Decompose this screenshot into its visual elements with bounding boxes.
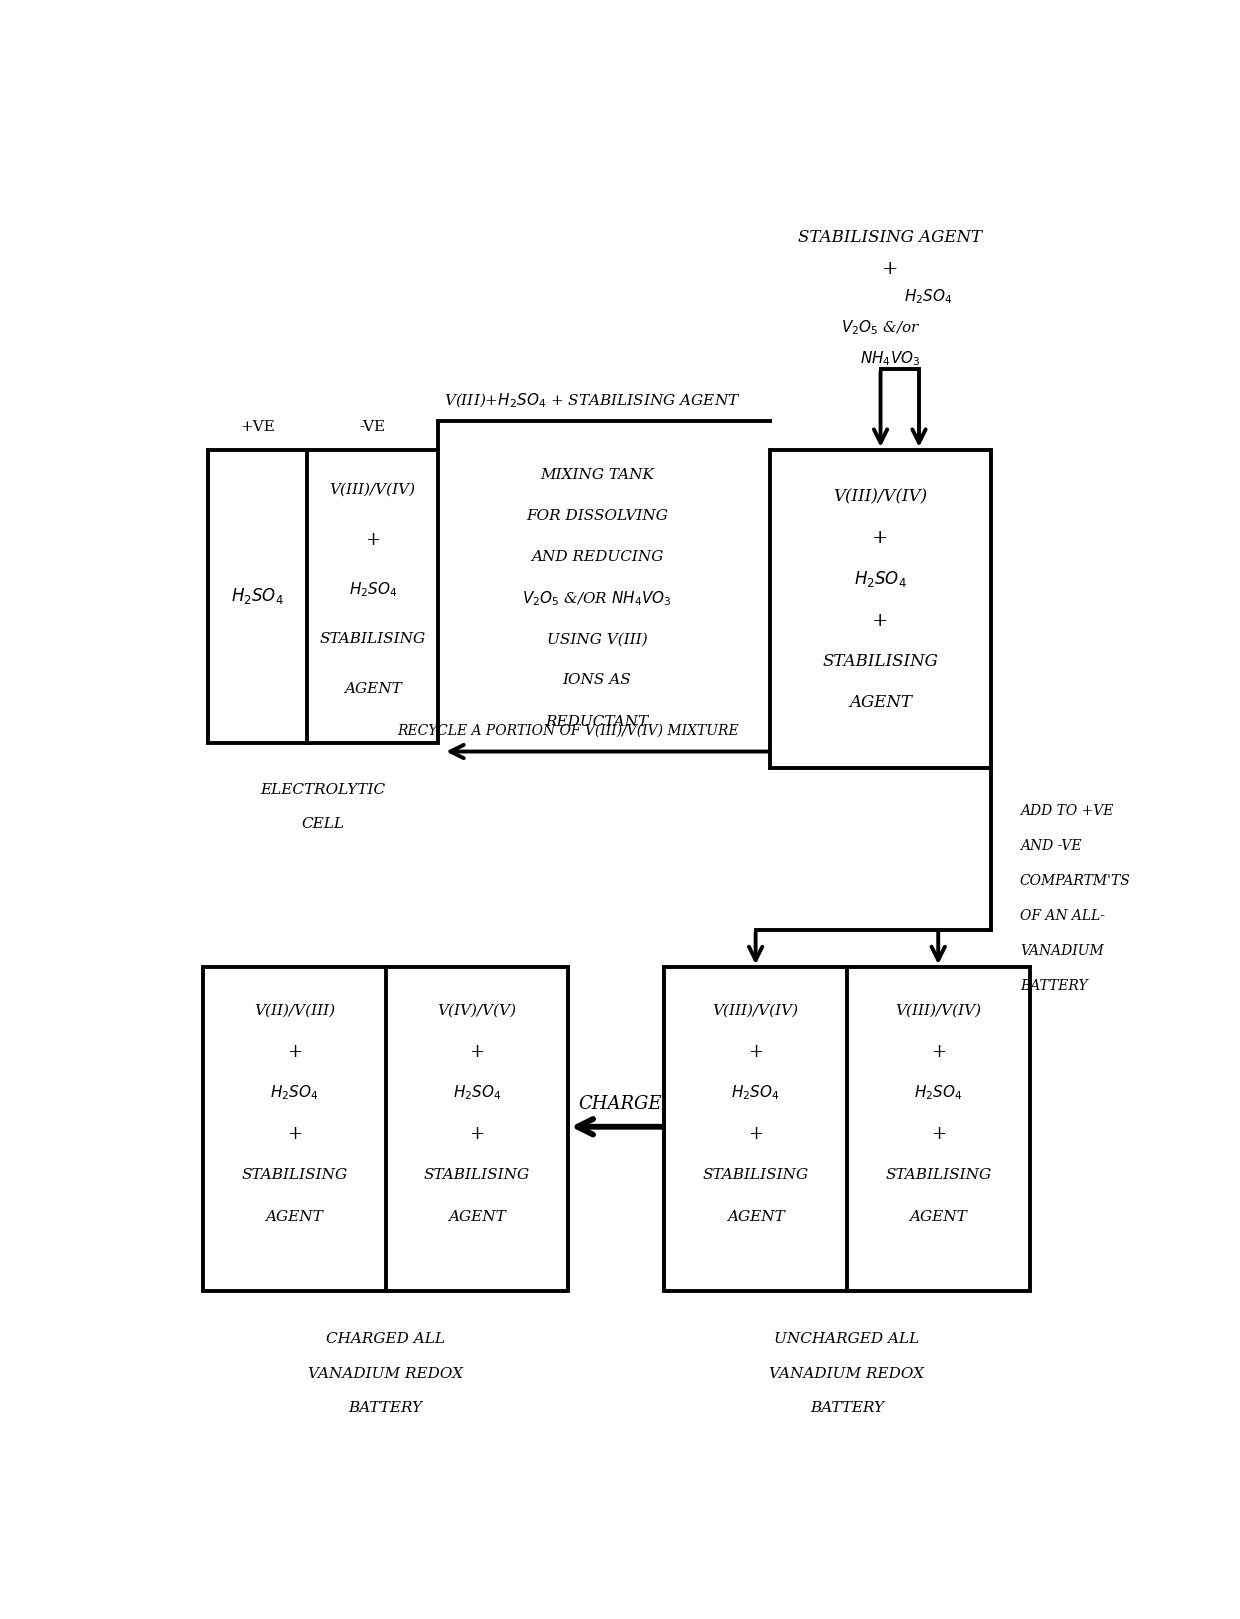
- Text: V(II)/V(III): V(II)/V(III): [254, 1004, 335, 1018]
- Text: V(III)/V(IV): V(III)/V(IV): [833, 489, 928, 505]
- Text: REDUCTANT: REDUCTANT: [546, 714, 649, 729]
- Text: AGENT: AGENT: [727, 1209, 785, 1224]
- Text: AGENT: AGENT: [849, 695, 913, 711]
- Text: VANADIUM REDOX: VANADIUM REDOX: [769, 1366, 924, 1381]
- Text: $H_2SO_4$: $H_2SO_4$: [231, 586, 284, 607]
- Text: +: +: [748, 1125, 763, 1143]
- Text: $H_2SO_4$: $H_2SO_4$: [453, 1083, 501, 1103]
- Text: $H_2SO_4$: $H_2SO_4$: [904, 287, 952, 306]
- Text: +: +: [366, 531, 381, 549]
- Bar: [203, 967, 568, 1292]
- Text: UNCHARGED ALL: UNCHARGED ALL: [774, 1332, 920, 1345]
- Text: COMPARTM'TS: COMPARTM'TS: [1019, 874, 1131, 889]
- Bar: [665, 967, 1029, 1292]
- Bar: [208, 450, 439, 743]
- Text: STABILISING: STABILISING: [320, 633, 425, 646]
- Text: V(IV)/V(V): V(IV)/V(V): [438, 1004, 517, 1018]
- Text: VANADIUM: VANADIUM: [1019, 944, 1104, 958]
- Text: +: +: [882, 261, 899, 278]
- Text: FOR DISSOLVING: FOR DISSOLVING: [526, 508, 668, 523]
- Text: MIXING TANK: MIXING TANK: [541, 468, 653, 482]
- Text: +VE: +VE: [241, 421, 275, 434]
- Text: ADD TO +VE: ADD TO +VE: [1019, 805, 1114, 818]
- Text: IONS AS: IONS AS: [563, 674, 631, 688]
- Text: $H_2SO_4$: $H_2SO_4$: [270, 1083, 319, 1103]
- Text: AGENT: AGENT: [909, 1209, 967, 1224]
- Text: V(III)/V(IV): V(III)/V(IV): [895, 1004, 981, 1018]
- Text: $H_2SO_4$: $H_2SO_4$: [348, 580, 397, 599]
- Text: +: +: [748, 1043, 763, 1060]
- Bar: [770, 450, 991, 767]
- Text: STABILISING: STABILISING: [242, 1169, 347, 1182]
- Text: STABILISING AGENT: STABILISING AGENT: [799, 230, 982, 246]
- Text: $H_2SO_4$: $H_2SO_4$: [914, 1083, 962, 1103]
- Text: STABILISING: STABILISING: [703, 1169, 808, 1182]
- Text: STABILISING: STABILISING: [885, 1169, 991, 1182]
- Text: VANADIUM REDOX: VANADIUM REDOX: [308, 1366, 464, 1381]
- Text: +: +: [286, 1043, 301, 1060]
- Text: CHARGED ALL: CHARGED ALL: [326, 1332, 445, 1345]
- Text: V(III)+$H_2SO_4$ + STABILISING AGENT: V(III)+$H_2SO_4$ + STABILISING AGENT: [444, 392, 740, 411]
- Text: OF AN ALL-: OF AN ALL-: [1019, 910, 1105, 923]
- Text: AND -VE: AND -VE: [1019, 839, 1081, 853]
- Text: AGENT: AGENT: [265, 1209, 324, 1224]
- Text: $V_2O_5$ &/OR $NH_4VO_3$: $V_2O_5$ &/OR $NH_4VO_3$: [522, 589, 672, 607]
- Text: V(III)/V(IV): V(III)/V(IV): [330, 482, 415, 497]
- Text: +: +: [931, 1125, 946, 1143]
- Text: $NH_4VO_3$: $NH_4VO_3$: [861, 350, 920, 368]
- Text: BATTERY: BATTERY: [810, 1402, 884, 1415]
- Text: STABILISING: STABILISING: [822, 652, 939, 670]
- Text: BATTERY: BATTERY: [1019, 979, 1087, 992]
- Text: AND REDUCING: AND REDUCING: [531, 550, 663, 563]
- Text: $V_2O_5$ &/or: $V_2O_5$ &/or: [841, 319, 920, 337]
- Text: ELECTROLYTIC: ELECTROLYTIC: [260, 784, 386, 797]
- Text: +: +: [873, 529, 889, 547]
- Text: -VE: -VE: [360, 421, 386, 434]
- Text: $H_2SO_4$: $H_2SO_4$: [854, 570, 906, 589]
- Text: RECYCLE A PORTION OF V(III)/V(IV) MIXTURE: RECYCLE A PORTION OF V(III)/V(IV) MIXTUR…: [397, 724, 739, 737]
- Text: BATTERY: BATTERY: [348, 1402, 423, 1415]
- Text: CHARGE: CHARGE: [578, 1096, 662, 1114]
- Text: +: +: [286, 1125, 301, 1143]
- Text: +: +: [931, 1043, 946, 1060]
- Text: V(III)/V(IV): V(III)/V(IV): [713, 1004, 799, 1018]
- Text: CELL: CELL: [301, 818, 345, 831]
- Text: STABILISING: STABILISING: [424, 1169, 529, 1182]
- Text: +: +: [470, 1043, 485, 1060]
- Text: USING V(III): USING V(III): [547, 633, 647, 646]
- Text: AGENT: AGENT: [448, 1209, 506, 1224]
- Text: $H_2SO_4$: $H_2SO_4$: [732, 1083, 780, 1103]
- Text: AGENT: AGENT: [343, 682, 402, 696]
- Text: +: +: [873, 612, 889, 630]
- Text: +: +: [470, 1125, 485, 1143]
